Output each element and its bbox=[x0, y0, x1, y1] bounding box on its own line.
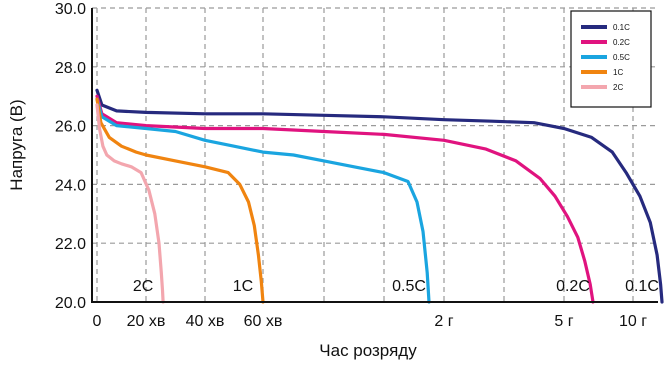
x-tick-label-3: 60 хв bbox=[244, 313, 283, 330]
x-tick-label-5: 5 г bbox=[554, 313, 573, 330]
x-tick-labels: 0 20 хв 40 хв 60 хв 2 г 5 г 10 г bbox=[93, 313, 648, 330]
curve-labels: 0.1C 0.2C 0.5C 1C 2C bbox=[133, 278, 659, 295]
legend-entry-4: 2C bbox=[613, 83, 623, 92]
y-tick-label-3: 24.0 bbox=[55, 177, 86, 194]
series-line-3 bbox=[95, 97, 265, 304]
y-tick-label-2: 26.0 bbox=[55, 119, 86, 136]
series-line-4 bbox=[95, 103, 165, 304]
curve-label-1: 0.2C bbox=[556, 278, 590, 295]
legend-entry-0: 0.1C bbox=[613, 23, 630, 32]
y-axis-label: Напруга (В) bbox=[7, 99, 26, 190]
curve-label-2: 0.5C bbox=[392, 278, 426, 295]
curve-label-3: 1C bbox=[233, 278, 253, 295]
y-tick-label-4: 22.0 bbox=[55, 236, 86, 253]
x-tick-label-6: 10 г bbox=[619, 313, 647, 330]
y-tick-label-0: 30.0 bbox=[55, 1, 86, 18]
y-tick-label-5: 20.0 bbox=[55, 295, 86, 312]
x-tick-label-2: 40 хв bbox=[186, 313, 225, 330]
x-tick-label-1: 20 хв bbox=[127, 313, 166, 330]
y-tick-label-1: 28.0 bbox=[55, 60, 86, 77]
legend-entry-1: 0.2C bbox=[613, 38, 630, 47]
curve-label-4: 2C bbox=[133, 278, 153, 295]
x-tick-label-4: 2 г bbox=[434, 313, 453, 330]
legend-entry-3: 1C bbox=[613, 68, 623, 77]
discharge-curves bbox=[95, 88, 664, 304]
legend: 0.1C 0.2C 0.5C 1C 2C bbox=[570, 10, 652, 108]
curve-label-0: 0.1C bbox=[625, 278, 659, 295]
series-line-0 bbox=[95, 88, 664, 304]
axes bbox=[91, 8, 658, 303]
y-tick-labels: 30.0 28.0 26.0 24.0 22.0 20.0 bbox=[55, 1, 86, 312]
series-line-2 bbox=[95, 97, 431, 304]
x-axis-label: Час розряду bbox=[319, 341, 417, 360]
series-line-1 bbox=[95, 94, 595, 304]
x-tick-label-0: 0 bbox=[93, 313, 102, 330]
legend-entry-2: 0.5C bbox=[613, 53, 630, 62]
